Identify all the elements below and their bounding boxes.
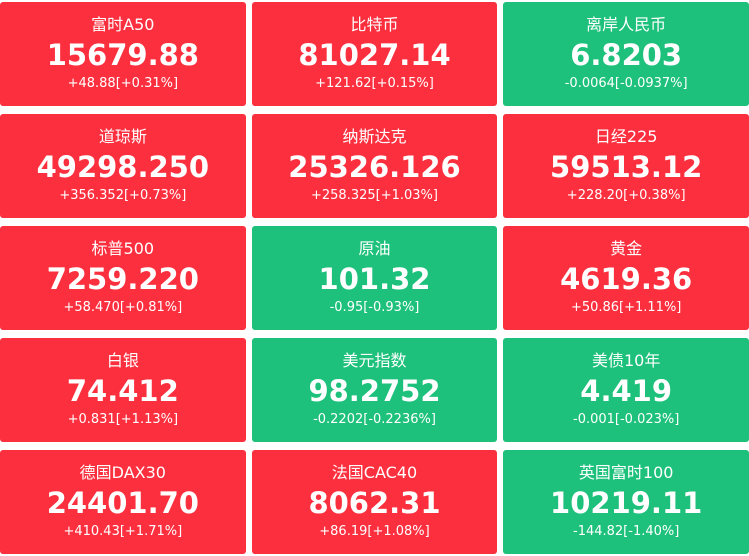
quote-name: 日经225 [594,127,658,146]
quote-tile: 日经225 59513.12 +228.20[+0.38%] [503,114,749,218]
quote-price: 10219.11 [550,486,703,520]
quote-price: 49298.250 [36,150,210,184]
quote-name: 富时A50 [91,15,155,34]
quote-name: 离岸人民币 [586,15,667,34]
quote-name: 英国富时100 [578,463,674,482]
quote-change: -0.2202[-0.2236%] [313,412,436,427]
quote-tile: 法国CAC40 8062.31 +86.19[+1.08%] [251,450,498,554]
quote-price: 25326.126 [288,150,461,184]
quote-tile: 美债10年 4.419 -0.001[-0.023%] [503,338,749,442]
quote-name: 黄金 [610,239,643,258]
quote-price: 4619.36 [560,262,693,296]
quote-change: +410.43[+1.71%] [63,524,183,539]
quote-tile: 比特币 81027.14 +121.62[+0.15%] [251,2,498,106]
quote-name: 美债10年 [591,351,661,370]
quote-name: 原油 [358,239,391,258]
quote-tile: 原油 101.32 -0.95[-0.93%] [251,226,498,330]
quote-name: 德国DAX30 [79,463,166,482]
quote-change: -0.001[-0.023%] [573,412,680,427]
quote-change: +86.19[+1.08%] [319,524,430,539]
quote-tile: 离岸人民币 6.8203 -0.0064[-0.0937%] [503,2,749,106]
quote-name: 美元指数 [342,351,407,370]
quote-change: +58.470[+0.81%] [63,300,183,315]
quote-price: 4.419 [580,374,673,408]
quote-price: 8062.31 [308,486,441,520]
quote-change: +0.831[+1.13%] [67,412,179,427]
quote-name: 道琼斯 [98,127,147,146]
quote-tile: 英国富时100 10219.11 -144.82[-1.40%] [503,450,749,554]
quote-change: +356.352[+0.73%] [59,188,187,203]
quote-tile: 富时A50 15679.88 +48.88[+0.31%] [0,2,246,106]
quote-tile: 标普500 7259.220 +58.470[+0.81%] [0,226,246,330]
quote-tile: 美元指数 98.2752 -0.2202[-0.2236%] [251,338,498,442]
quote-price: 24401.70 [46,486,199,520]
quote-price: 7259.220 [46,262,199,296]
quote-tile: 黄金 4619.36 +50.86[+1.11%] [503,226,749,330]
quote-change: +50.86[+1.11%] [570,300,682,315]
quote-tile: 德国DAX30 24401.70 +410.43[+1.71%] [0,450,246,554]
quote-name: 法国CAC40 [331,463,418,482]
quote-change: +258.325[+1.03%] [310,188,438,203]
quote-name: 纳斯达克 [342,127,407,146]
quote-price: 81027.14 [298,38,451,72]
quote-change: -0.95[-0.93%] [329,300,420,315]
quote-price: 74.412 [66,374,179,408]
quote-tile: 道琼斯 49298.250 +356.352[+0.73%] [0,114,246,218]
quote-price: 59513.12 [550,150,703,184]
quote-change: -0.0064[-0.0937%] [564,76,688,91]
quote-price: 98.2752 [308,374,441,408]
quote-change: +121.62[+0.15%] [315,76,434,91]
quote-name: 标普500 [91,239,155,258]
quote-change: -144.82[-1.40%] [573,524,680,539]
quote-name: 比特币 [350,15,399,34]
quote-name: 白银 [106,351,139,370]
quote-change: +48.88[+0.31%] [67,76,179,91]
quote-tile: 白银 74.412 +0.831[+1.13%] [0,338,246,442]
quote-price: 6.8203 [570,38,683,72]
quote-tile: 纳斯达克 25326.126 +258.325[+1.03%] [251,114,498,218]
quote-price: 15679.88 [46,38,199,72]
quote-change: +228.20[+0.38%] [566,188,686,203]
quote-price: 101.32 [318,262,431,296]
